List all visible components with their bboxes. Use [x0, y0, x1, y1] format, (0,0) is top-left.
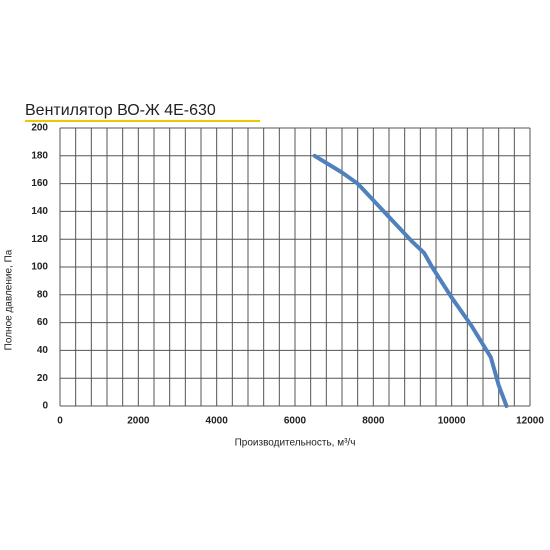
- chart-title: Вентилятор ВО-Ж 4Е-630: [25, 102, 216, 119]
- y-tick-label: 80: [37, 289, 49, 300]
- y-tick-label: 40: [37, 345, 49, 356]
- x-tick-label: 4000: [206, 416, 229, 427]
- x-tick-label: 2000: [127, 416, 150, 427]
- y-tick-label: 20: [37, 373, 49, 384]
- y-tick-label: 100: [31, 262, 48, 273]
- y-tick-label: 0: [42, 401, 48, 412]
- y-tick-label: 160: [31, 178, 48, 189]
- y-tick-label: 120: [31, 234, 48, 245]
- x-tick-label: 10000: [438, 416, 466, 427]
- x-tick-label: 0: [57, 416, 63, 427]
- x-tick-label: 6000: [284, 416, 307, 427]
- y-axis-label: Полное давление, Па: [4, 249, 15, 350]
- x-tick-label: 12000: [516, 416, 544, 427]
- y-tick-label: 60: [37, 317, 49, 328]
- y-tick-label: 180: [31, 150, 48, 161]
- y-tick-label: 200: [31, 123, 48, 134]
- x-tick-label: 8000: [362, 416, 385, 427]
- y-tick-label: 140: [31, 206, 48, 217]
- data-line: [312, 153, 509, 408]
- x-axis-label: Производительность, м³/ч: [235, 438, 356, 449]
